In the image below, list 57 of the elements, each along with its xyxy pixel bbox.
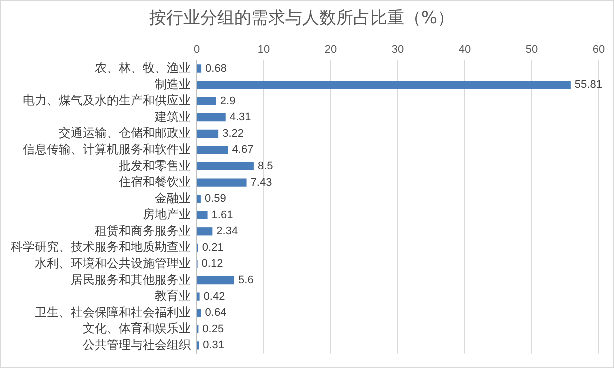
data-label: 4.31 [230, 112, 252, 124]
y-tick-label: 公共管理与社会组织 [83, 338, 191, 352]
bar [198, 114, 226, 122]
y-tick-label: 金融业 [155, 191, 191, 206]
y-tick-label: 教育业 [155, 289, 191, 304]
data-label: 0.59 [204, 193, 226, 206]
data-label: 0.12 [202, 258, 224, 270]
data-label: 4.67 [232, 144, 254, 156]
data-label: 55.81 [574, 79, 602, 92]
bar [198, 162, 254, 171]
data-label: 0.25 [202, 323, 224, 336]
data-label: 8.5 [258, 160, 274, 173]
x-tick-label: 30 [392, 44, 404, 56]
y-tick-label: 水利、环境和公共设施管理业 [35, 256, 191, 271]
y-tick-label: 信息传输、计算机服务和软件业 [23, 142, 191, 156]
bar [198, 97, 216, 106]
y-tick-label: 房地产业 [143, 208, 191, 222]
y-tick-label: 交通运输、仓储和邮政业 [59, 126, 191, 140]
bar [198, 146, 228, 154]
y-tick-label: 农、林、牧、渔业 [95, 61, 191, 76]
y-tick-label: 居民服务和其他服务业 [71, 272, 191, 287]
x-tick-label: 50 [526, 44, 538, 56]
data-label: 2.34 [216, 226, 238, 238]
chart-title: 按行业分组的需求与人数所占比重（%） [149, 8, 455, 29]
data-label: 3.22 [222, 128, 244, 140]
x-tick-label: 40 [458, 44, 472, 56]
data-label: 0.21 [202, 242, 224, 254]
y-tick-label: 制造业 [155, 77, 191, 92]
y-tick-label: 科学研究、技术服务和地质勘查业 [11, 240, 191, 254]
data-label: 7.43 [250, 176, 272, 189]
data-label: 1.61 [212, 209, 234, 222]
y-tick-label: 电力、煤气及水的生产和供应业 [23, 94, 191, 108]
data-label: 0.31 [203, 340, 224, 352]
bar [198, 80, 571, 90]
data-label: 0.64 [205, 307, 227, 320]
x-tick-label: 20 [324, 44, 338, 56]
y-tick-label: 卫生、社会保障和社会福利业 [35, 305, 191, 320]
bar [198, 211, 208, 220]
x-tick-label: 10 [258, 44, 270, 56]
bar [198, 64, 202, 73]
bar [198, 194, 201, 204]
bar [198, 228, 213, 236]
data-label: 0.42 [204, 290, 226, 303]
bar [198, 178, 247, 187]
data-label: 2.9 [220, 95, 236, 108]
data-label: 0.68 [206, 62, 227, 75]
x-tick-label: 0 [194, 44, 200, 56]
bar [198, 276, 235, 285]
bar [198, 130, 219, 138]
y-tick-label: 建筑业 [154, 110, 191, 124]
data-label: 5.6 [238, 274, 254, 287]
bar [198, 309, 202, 318]
y-tick-label: 文化、体育和娱乐业 [83, 322, 191, 336]
y-tick-label: 住宿和餐饮业 [118, 175, 191, 190]
x-tick-label: 60 [592, 44, 606, 56]
y-tick-label: 批发和零售业 [119, 158, 191, 173]
y-tick-label: 租赁和商务服务业 [95, 224, 191, 238]
